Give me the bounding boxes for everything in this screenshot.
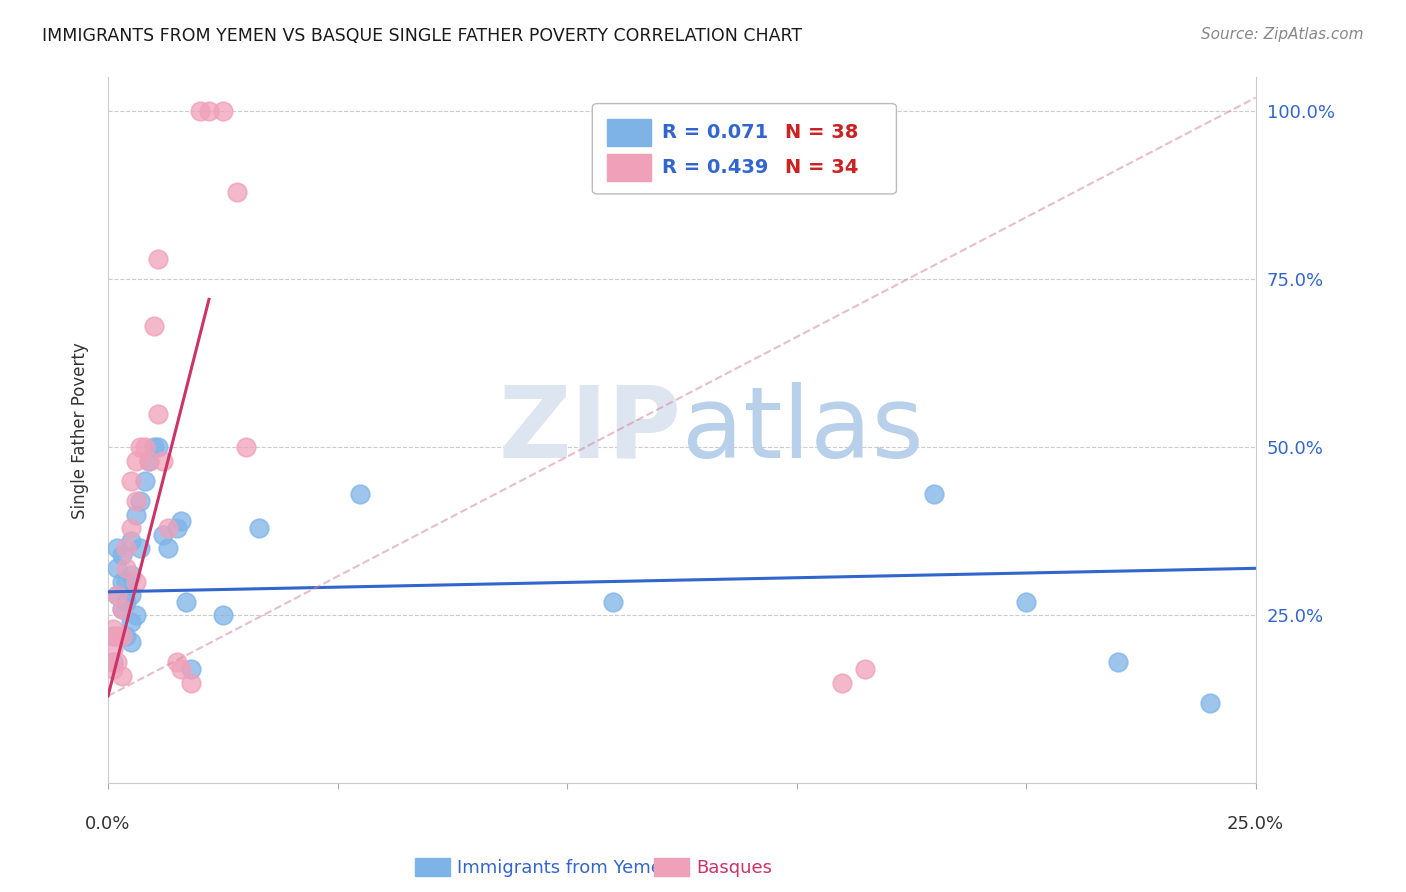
Point bbox=[124, 574, 146, 589]
Point bbox=[166, 656, 188, 670]
Point bbox=[115, 629, 138, 643]
Point bbox=[115, 541, 138, 556]
Point bbox=[138, 454, 160, 468]
Point bbox=[115, 561, 138, 575]
Point bbox=[105, 656, 128, 670]
Point bbox=[170, 662, 193, 676]
Point bbox=[105, 629, 128, 643]
Point bbox=[198, 104, 221, 119]
Point bbox=[1198, 696, 1220, 710]
Point bbox=[134, 474, 156, 488]
Point bbox=[115, 595, 138, 609]
Point bbox=[156, 521, 179, 535]
Text: Basques: Basques bbox=[696, 859, 772, 877]
Text: Immigrants from Yemen: Immigrants from Yemen bbox=[457, 859, 673, 877]
Point bbox=[101, 642, 124, 657]
Text: IMMIGRANTS FROM YEMEN VS BASQUE SINGLE FATHER POVERTY CORRELATION CHART: IMMIGRANTS FROM YEMEN VS BASQUE SINGLE F… bbox=[42, 27, 803, 45]
Point bbox=[120, 474, 142, 488]
Point bbox=[180, 662, 202, 676]
Text: Source: ZipAtlas.com: Source: ZipAtlas.com bbox=[1201, 27, 1364, 42]
Text: R = 0.439: R = 0.439 bbox=[662, 158, 769, 178]
Bar bbox=[607, 154, 651, 181]
Point bbox=[174, 595, 197, 609]
Point bbox=[111, 629, 134, 643]
Point bbox=[120, 635, 142, 649]
Point bbox=[129, 440, 152, 454]
Point bbox=[225, 185, 247, 199]
Point bbox=[156, 541, 179, 556]
Point bbox=[148, 407, 170, 421]
Text: R = 0.071: R = 0.071 bbox=[662, 123, 769, 142]
Point bbox=[152, 454, 174, 468]
Point bbox=[249, 521, 271, 535]
Point bbox=[188, 104, 211, 119]
Point bbox=[1015, 595, 1038, 609]
Point bbox=[101, 622, 124, 636]
Point bbox=[142, 440, 165, 454]
Point bbox=[124, 608, 146, 623]
Point bbox=[142, 319, 165, 334]
Point bbox=[111, 601, 134, 615]
Point bbox=[129, 494, 152, 508]
Text: 0.0%: 0.0% bbox=[86, 815, 131, 833]
Point bbox=[105, 588, 128, 602]
Point bbox=[148, 252, 170, 266]
Point bbox=[138, 454, 160, 468]
Point bbox=[124, 508, 146, 522]
Point bbox=[124, 454, 146, 468]
Point bbox=[111, 574, 134, 589]
Point bbox=[120, 521, 142, 535]
Point bbox=[1107, 656, 1129, 670]
Point bbox=[166, 521, 188, 535]
Point bbox=[148, 440, 170, 454]
Point bbox=[101, 629, 124, 643]
Point bbox=[924, 487, 946, 501]
Text: atlas: atlas bbox=[682, 382, 924, 479]
Point bbox=[120, 534, 142, 549]
Point bbox=[105, 541, 128, 556]
Point bbox=[124, 494, 146, 508]
Point bbox=[105, 588, 128, 602]
Text: N = 38: N = 38 bbox=[785, 123, 859, 142]
Point bbox=[120, 615, 142, 629]
Point bbox=[349, 487, 371, 501]
Point bbox=[211, 104, 233, 119]
Point bbox=[101, 662, 124, 676]
FancyBboxPatch shape bbox=[592, 103, 897, 194]
Point bbox=[111, 548, 134, 562]
Point bbox=[180, 675, 202, 690]
Point bbox=[170, 514, 193, 528]
Point bbox=[105, 561, 128, 575]
Point bbox=[111, 601, 134, 615]
Point bbox=[211, 608, 233, 623]
Point bbox=[855, 662, 877, 676]
Text: 25.0%: 25.0% bbox=[1227, 815, 1284, 833]
Bar bbox=[607, 120, 651, 146]
Point bbox=[134, 440, 156, 454]
Point bbox=[120, 588, 142, 602]
Point bbox=[101, 656, 124, 670]
Point bbox=[831, 675, 853, 690]
Point bbox=[129, 541, 152, 556]
Point bbox=[235, 440, 257, 454]
Text: ZIP: ZIP bbox=[499, 382, 682, 479]
Text: N = 34: N = 34 bbox=[785, 158, 859, 178]
Point bbox=[115, 574, 138, 589]
Point bbox=[602, 595, 624, 609]
Y-axis label: Single Father Poverty: Single Father Poverty bbox=[72, 343, 89, 519]
Point bbox=[111, 669, 134, 683]
Point bbox=[152, 527, 174, 541]
Point bbox=[120, 568, 142, 582]
